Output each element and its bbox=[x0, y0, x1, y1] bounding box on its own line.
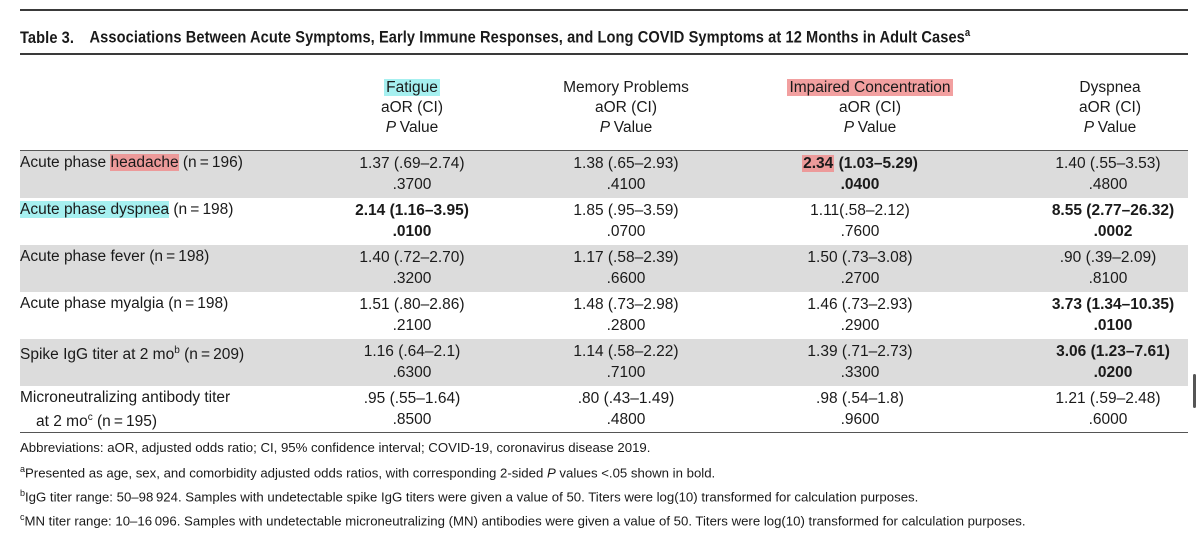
cell-dyspnea: 3.06 (1.23–7.61) .0200 bbox=[1056, 343, 1170, 381]
cell-dyspnea: 3.73 (1.34–10.35) .0100 bbox=[1051, 296, 1175, 334]
cell-concentration: .98 (.54–1.8) .9600 bbox=[816, 390, 904, 428]
footnote-abbreviations: Abbreviations: aOR, adjusted odds ratio;… bbox=[20, 440, 651, 455]
table-row: Spike IgG titer at 2 mob (n = 209) 1.16 … bbox=[20, 339, 1188, 386]
col-header-dyspnea: Dyspnea aOR (CI) P Value bbox=[1050, 78, 1170, 138]
col-stat: aOR (CI) bbox=[595, 99, 657, 116]
col-stat: aOR (CI) bbox=[839, 99, 901, 116]
cell-memory: 1.48 (.73–2.98) .2800 bbox=[573, 296, 679, 334]
cell-fatigue: 1.51 (.80–2.86) .2100 bbox=[359, 296, 465, 334]
cell-concentration: 1.11(.58–2.12) .7600 bbox=[810, 202, 910, 240]
cell-dyspnea: 1.40 (.55–3.53) .4800 bbox=[1055, 155, 1161, 193]
table-row: Acute phase myalgia (n = 198) 1.51 (.80–… bbox=[20, 292, 1188, 339]
col-header-concentration: Impaired Concentration aOR (CI) P Value bbox=[770, 78, 970, 138]
col-stat: aOR (CI) bbox=[1079, 99, 1141, 116]
table-title-text: Associations Between Acute Symptoms, Ear… bbox=[89, 27, 965, 47]
row-label: Acute phase dyspnea (n = 198) bbox=[20, 201, 234, 218]
col-name-dyspnea: Dyspnea bbox=[1079, 79, 1141, 96]
row-label: Microneutralizing antibody titer at 2 mo… bbox=[20, 389, 231, 431]
row-label: Acute phase headache (n = 196) bbox=[20, 154, 243, 171]
cell-dyspnea: 1.21 (.59–2.48) .6000 bbox=[1055, 390, 1161, 428]
cell-fatigue: 1.16 (.64–2.1) .6300 bbox=[363, 343, 461, 381]
title-footnote-mark: a bbox=[964, 27, 971, 39]
table-row: Acute phase headache (n = 196) 1.37 (.69… bbox=[20, 151, 1188, 198]
row-label: Spike IgG titer at 2 mob (n = 209) bbox=[20, 345, 245, 364]
col-pvalue: P Value bbox=[1083, 119, 1137, 136]
footnote-b: bIgG titer range: 50–98 924. Samples wit… bbox=[20, 488, 919, 505]
footnote-c: cMN titer range: 10–16 096. Samples with… bbox=[20, 512, 1026, 529]
highlight-acute-dyspnea: Acute phase dyspnea bbox=[20, 201, 170, 218]
header-rule bbox=[20, 150, 1188, 151]
cell-dyspnea: 8.55 (2.77–26.32) .0002 bbox=[1051, 202, 1175, 240]
col-name-fatigue: Fatigue bbox=[384, 79, 440, 96]
cell-memory: 1.85 (.95–3.59) .0700 bbox=[573, 202, 679, 240]
col-header-memory: Memory Problems aOR (CI) P Value bbox=[540, 78, 712, 138]
highlight-2-34: 2.34 bbox=[802, 155, 835, 172]
table-header: Fatigue aOR (CI) P Value Memory Problems… bbox=[0, 78, 1200, 144]
cell-concentration: 1.39 (.71–2.73) .3300 bbox=[807, 343, 913, 381]
cell-dyspnea: .90 (.39–2.09) .8100 bbox=[1059, 249, 1157, 287]
cell-fatigue: 2.14 (1.16–3.95) .0100 bbox=[355, 202, 469, 240]
col-stat: aOR (CI) bbox=[381, 99, 443, 116]
table-title-bar: Table 3. Associations Between Acute Sympt… bbox=[20, 9, 1188, 55]
cell-memory: 1.14 (.58–2.22) .7100 bbox=[573, 343, 679, 381]
cell-concentration: 1.46 (.73–2.93) .2900 bbox=[807, 296, 913, 334]
cell-memory: .80 (.43–1.49) .4800 bbox=[577, 390, 675, 428]
col-pvalue: P Value bbox=[843, 119, 897, 136]
table-title: Table 3. Associations Between Acute Sympt… bbox=[20, 27, 970, 48]
cell-memory: 1.17 (.58–2.39) .6600 bbox=[573, 249, 679, 287]
table-row: Acute phase dyspnea (n = 198) 2.14 (1.16… bbox=[20, 198, 1188, 245]
col-header-fatigue: Fatigue aOR (CI) P Value bbox=[342, 78, 482, 138]
col-pvalue: P Value bbox=[385, 119, 439, 136]
highlight-headache: headache bbox=[110, 154, 179, 171]
cell-concentration: 2.34 (1.03–5.29) .0400 bbox=[802, 155, 918, 193]
table-row: Microneutralizing antibody titer at 2 mo… bbox=[20, 386, 1188, 433]
cell-memory: 1.38 (.65–2.93) .4100 bbox=[573, 155, 679, 193]
footnote-a: aPresented as age, sex, and comorbidity … bbox=[20, 464, 716, 481]
cell-fatigue: .95 (.55–1.64) .8500 bbox=[363, 390, 461, 428]
row-label: Acute phase myalgia (n = 198) bbox=[20, 295, 229, 312]
cell-concentration: 1.50 (.73–3.08) .2700 bbox=[807, 249, 913, 287]
cell-fatigue: 1.37 (.69–2.74) .3700 bbox=[359, 155, 465, 193]
table-row: Acute phase fever (n = 198) 1.40 (.72–2.… bbox=[20, 245, 1188, 292]
col-pvalue: P Value bbox=[599, 119, 653, 136]
table-bottom-rule bbox=[20, 432, 1188, 433]
col-name-memory: Memory Problems bbox=[563, 79, 689, 96]
cell-fatigue: 1.40 (.72–2.70) .3200 bbox=[359, 249, 465, 287]
scrollbar[interactable] bbox=[1193, 374, 1196, 408]
col-name-concentration: Impaired Concentration bbox=[787, 79, 953, 96]
row-label: Acute phase fever (n = 198) bbox=[20, 248, 210, 265]
table-label: Table 3. bbox=[20, 27, 75, 47]
